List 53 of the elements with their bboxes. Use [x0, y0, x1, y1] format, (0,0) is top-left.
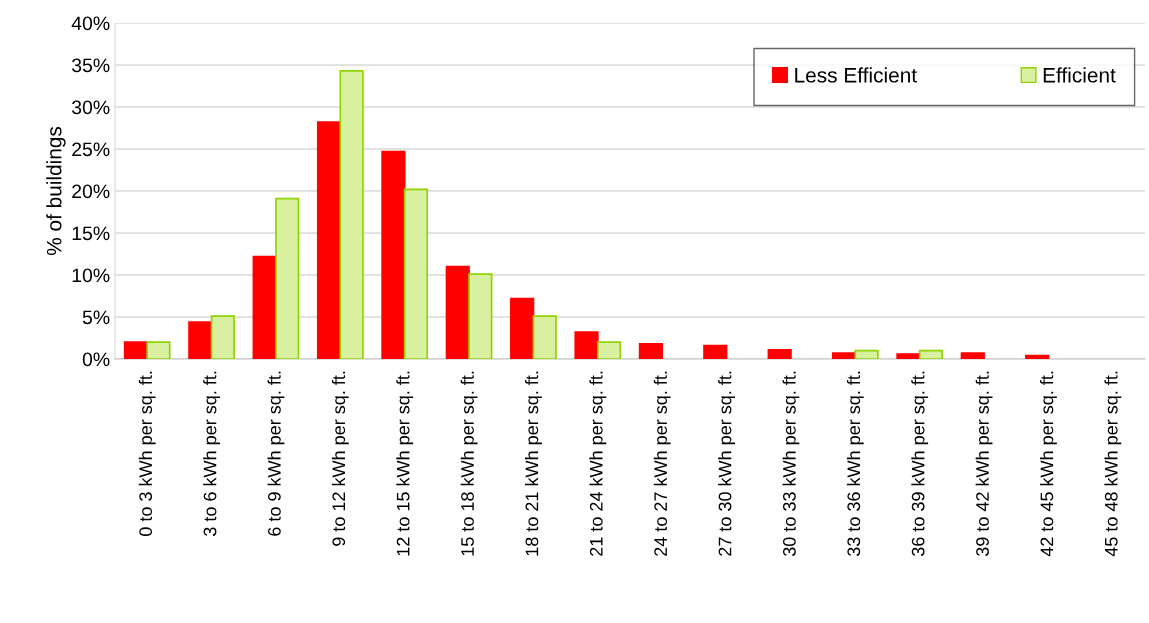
x-tick-label: 33 to 36 kWh per sq. ft.	[846, 371, 864, 557]
y-tick-label: 0%	[82, 352, 110, 367]
x-tick-label: 45 to 48 kWh per sq. ft.	[1104, 371, 1122, 557]
y-axis-title: % of buildings	[46, 126, 66, 256]
bar	[1025, 354, 1050, 359]
bar	[703, 344, 728, 359]
x-tick-label: 9 to 12 kWh per sq. ft.	[331, 371, 349, 546]
bar	[468, 273, 493, 359]
bar	[854, 349, 879, 359]
x-tick-label: 27 to 30 kWh per sq. ft.	[718, 371, 735, 556]
y-tick-label: 5%	[82, 310, 110, 325]
bar	[403, 188, 429, 359]
bar	[146, 341, 171, 359]
legend-label: Less Efficient	[795, 67, 917, 83]
bar	[638, 343, 664, 359]
bar	[574, 331, 599, 359]
legend-label: Efficient	[1043, 67, 1116, 83]
bar	[596, 341, 622, 359]
bar	[252, 255, 277, 359]
x-tick-label: 3 to 6 kWh per sq. ft.	[203, 371, 220, 536]
bar	[339, 70, 364, 359]
x-tick-label: 24 to 27 kWh per sq. ft.	[653, 371, 671, 556]
x-tick-label: 30 to 33 kWh per sq. ft.	[782, 371, 800, 557]
y-tick-label: 15%	[72, 226, 110, 241]
bar	[210, 315, 235, 359]
bar	[510, 297, 535, 359]
y-tick-label: 30%	[71, 100, 110, 115]
bar	[831, 352, 857, 359]
y-tick-label: 20%	[72, 184, 110, 199]
y-tick-label: 25%	[72, 142, 110, 157]
bar	[960, 352, 985, 359]
bar	[445, 265, 470, 359]
x-tick-label: 0 to 3 kWh per sq. ft.	[138, 371, 156, 536]
y-tick-label: 10%	[72, 268, 110, 283]
y-tick-label: 35%	[71, 58, 110, 73]
x-tick-label: 39 to 42 kWh per sq. ft.	[975, 371, 993, 557]
bar	[123, 341, 149, 359]
bar	[316, 121, 342, 359]
bar	[188, 321, 213, 359]
x-tick-label: 12 to 15 kWh per sq. ft.	[396, 371, 414, 556]
x-tick-label: 15 to 18 kWh per sq. ft.	[460, 371, 478, 556]
x-tick-label: 42 to 45 kWh per sq. ft.	[1040, 371, 1057, 557]
bar	[767, 348, 792, 359]
y-tick-label: 40%	[71, 16, 110, 31]
bar	[918, 349, 944, 359]
x-tick-label: 36 to 39 kWh per sq. ft.	[911, 371, 929, 557]
x-tick-label: 18 to 21 kWh per sq. ft.	[525, 371, 542, 556]
x-tick-label: 21 to 24 kWh per sq. ft.	[589, 371, 607, 556]
bar	[381, 150, 406, 359]
bar	[275, 197, 300, 359]
bar	[532, 315, 557, 359]
bar	[896, 353, 921, 359]
x-tick-label: 6 to 9 kWh per sq. ft.	[267, 371, 285, 536]
